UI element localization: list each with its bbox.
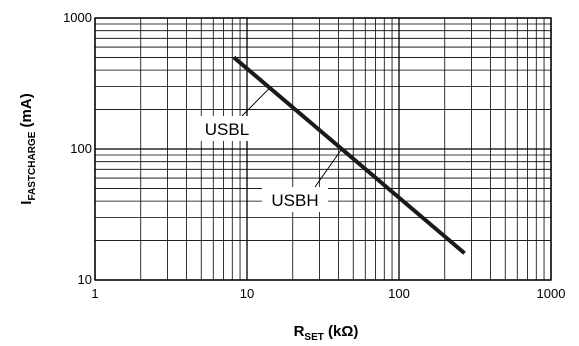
annotation-leader xyxy=(314,148,343,188)
series-layer xyxy=(232,55,466,255)
annotation-label-bg xyxy=(262,187,328,212)
y-tick-label: 100 xyxy=(70,141,92,156)
x-tick-label: 10 xyxy=(240,286,254,301)
y-tick-labels: 10 100 1000 xyxy=(63,10,92,287)
y-tick-label: 10 xyxy=(78,272,92,287)
annotation-label-bg xyxy=(198,116,256,141)
y-axis-title: IFASTCHARGE (mA) xyxy=(18,93,38,204)
x-tick-label: 1 xyxy=(91,286,98,301)
annotation-layer: USBL USBH xyxy=(198,88,343,212)
annotation-label: USBL xyxy=(205,120,249,139)
series-line xyxy=(232,55,466,255)
x-tick-label: 1000 xyxy=(537,286,566,301)
x-tick-label: 100 xyxy=(388,286,410,301)
y-tick-label: 1000 xyxy=(63,10,92,25)
annotation-leader xyxy=(241,88,270,117)
plot-frame xyxy=(94,17,552,281)
x-tick-labels: 1 10 100 1000 xyxy=(91,286,565,301)
annotation-label: USBH xyxy=(271,191,318,210)
x-axis-title: RSET (kΩ) xyxy=(294,323,359,343)
